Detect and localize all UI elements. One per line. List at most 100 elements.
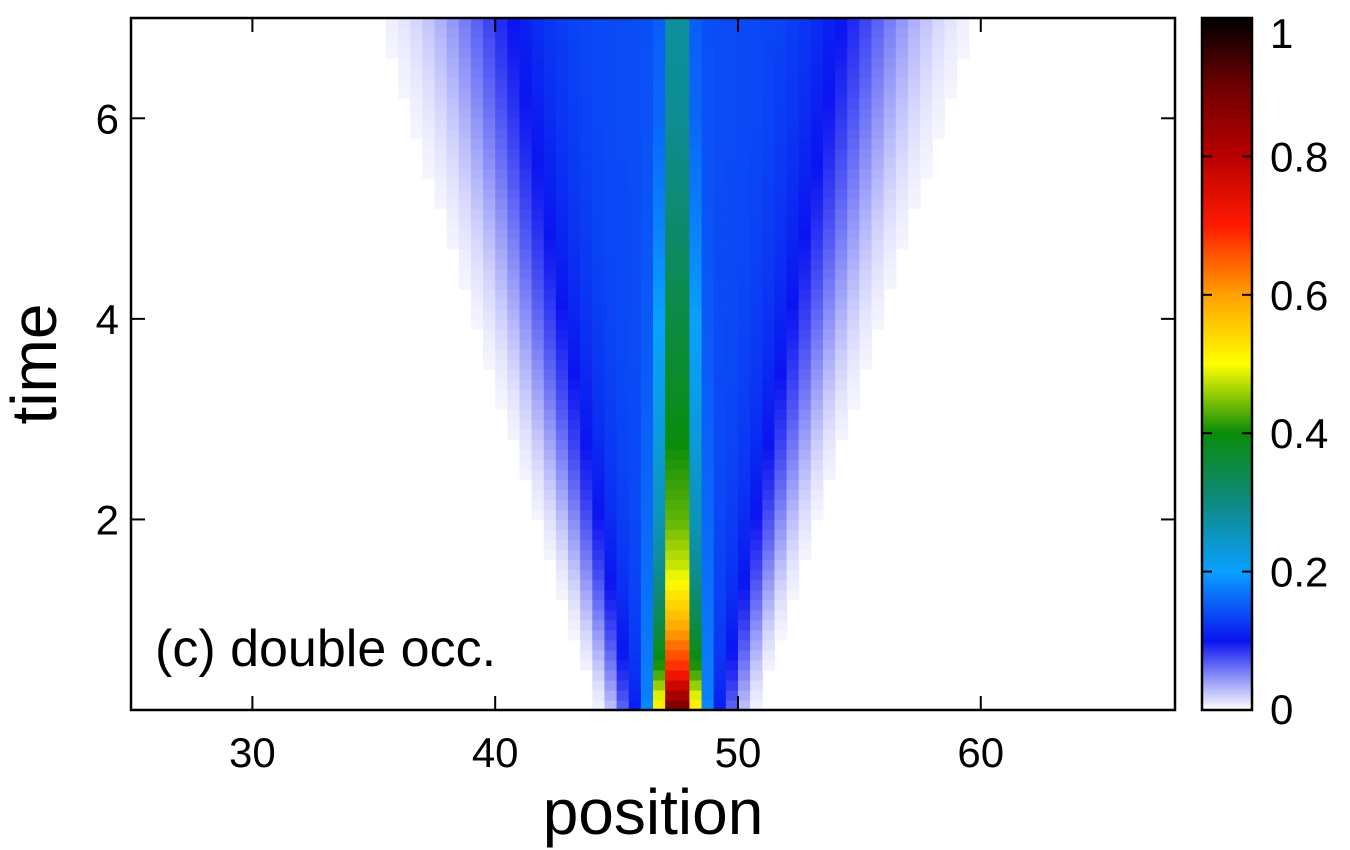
heatmap-cell [555, 559, 569, 571]
heatmap-cell [495, 308, 508, 320]
heatmap-cell [592, 659, 606, 671]
heatmap-cell [689, 178, 703, 190]
heatmap-cell [616, 278, 630, 290]
heatmap-cell [907, 178, 921, 190]
heatmap-cell [762, 278, 775, 290]
heatmap-cell [701, 629, 715, 641]
heatmap-cell [774, 258, 788, 270]
heatmap-cell [677, 649, 691, 661]
heatmap-cell [555, 489, 569, 500]
heatmap-cell [665, 18, 678, 29]
heatmap-cell [762, 579, 775, 591]
heatmap-cell [859, 98, 873, 109]
heatmap-cell [592, 108, 606, 119]
heatmap-cell [725, 619, 739, 631]
heatmap-cell [519, 108, 533, 119]
heatmap-cell [628, 499, 642, 511]
heatmap-cell [798, 369, 812, 380]
heatmap-cell [750, 669, 763, 681]
heatmap-cell [616, 328, 630, 340]
heatmap-cell [495, 148, 508, 160]
heatmap-cell [507, 18, 521, 29]
heatmap-cell [665, 188, 678, 200]
heatmap-cell [774, 509, 788, 521]
heatmap-cell [483, 318, 496, 330]
heatmap-cell [653, 268, 666, 280]
heatmap-cell [604, 649, 618, 661]
heatmap-cell [847, 178, 860, 190]
heatmap-cell [774, 338, 788, 350]
heatmap-cell [470, 18, 484, 29]
heatmap-cell [665, 699, 678, 710]
heatmap-cell [920, 28, 933, 39]
heatmap-cell [701, 198, 715, 210]
heatmap-cell [750, 449, 763, 460]
heatmap-cell [555, 358, 569, 370]
heatmap-cell [519, 459, 533, 470]
heatmap-cell [580, 308, 593, 320]
heatmap-cell [628, 459, 642, 470]
heatmap-cell [786, 318, 800, 330]
heatmap-cell [507, 238, 521, 250]
heatmap-cell [713, 38, 727, 49]
heatmap-cell [932, 38, 945, 49]
heatmap-cell [653, 138, 666, 149]
heatmap-cell [701, 358, 715, 370]
heatmap-cell [653, 489, 666, 500]
heatmap-cell [883, 108, 897, 119]
heatmap-cell [822, 38, 836, 49]
heatmap-cell [628, 278, 642, 290]
heatmap-cell [847, 358, 860, 370]
heatmap-cell [410, 128, 423, 139]
heatmap-cell [701, 419, 715, 430]
heatmap-cell [798, 348, 812, 360]
heatmap-cell [737, 489, 751, 500]
heatmap-cell [628, 188, 642, 200]
heatmap-cell [750, 148, 763, 160]
heatmap-cell [677, 499, 691, 511]
heatmap-cell [665, 379, 678, 390]
heatmap-cell [847, 118, 860, 129]
heatmap-cell [616, 489, 630, 500]
heatmap-cell [555, 439, 569, 450]
heatmap-cell [507, 178, 521, 190]
heatmap-cell [616, 679, 630, 691]
heatmap-cell [713, 58, 727, 69]
heatmap-cell [713, 579, 727, 591]
heatmap-cell [410, 68, 423, 79]
heatmap-cell [750, 318, 763, 330]
heatmap-cell [616, 198, 630, 210]
heatmap-cell [762, 358, 775, 370]
heatmap-cell [847, 228, 860, 240]
heatmap-cell [798, 479, 812, 490]
heatmap-cell [580, 659, 593, 671]
heatmap-cell [640, 78, 654, 89]
heatmap-cell [701, 499, 715, 511]
heatmap-cell [483, 248, 496, 260]
heatmap-cell [810, 218, 824, 230]
heatmap-cell [470, 68, 484, 79]
heatmap-cell [907, 128, 921, 139]
heatmap-cell [653, 238, 666, 250]
heatmap-cell [628, 389, 642, 400]
heatmap-cell [701, 278, 715, 290]
heatmap-cell [568, 118, 581, 129]
heatmap-cell [762, 258, 775, 270]
heatmap-cell [604, 629, 618, 641]
heatmap-cell [677, 108, 691, 119]
heatmap-cell [701, 669, 715, 681]
heatmap-cell [677, 128, 691, 139]
heatmap-cell [665, 128, 678, 139]
heatmap-cell [786, 589, 800, 601]
heatmap-cell [665, 98, 678, 109]
heatmap-cell [531, 379, 545, 390]
heatmap-cell [446, 88, 460, 99]
heatmap-cell [883, 268, 897, 280]
heatmap-cell [810, 308, 824, 320]
heatmap-cell [604, 429, 618, 440]
heatmap-cell [774, 499, 788, 511]
heatmap-cell [640, 569, 654, 581]
heatmap-cell [883, 98, 897, 109]
heatmap-cell [713, 469, 727, 480]
heatmap-cell [483, 358, 496, 370]
